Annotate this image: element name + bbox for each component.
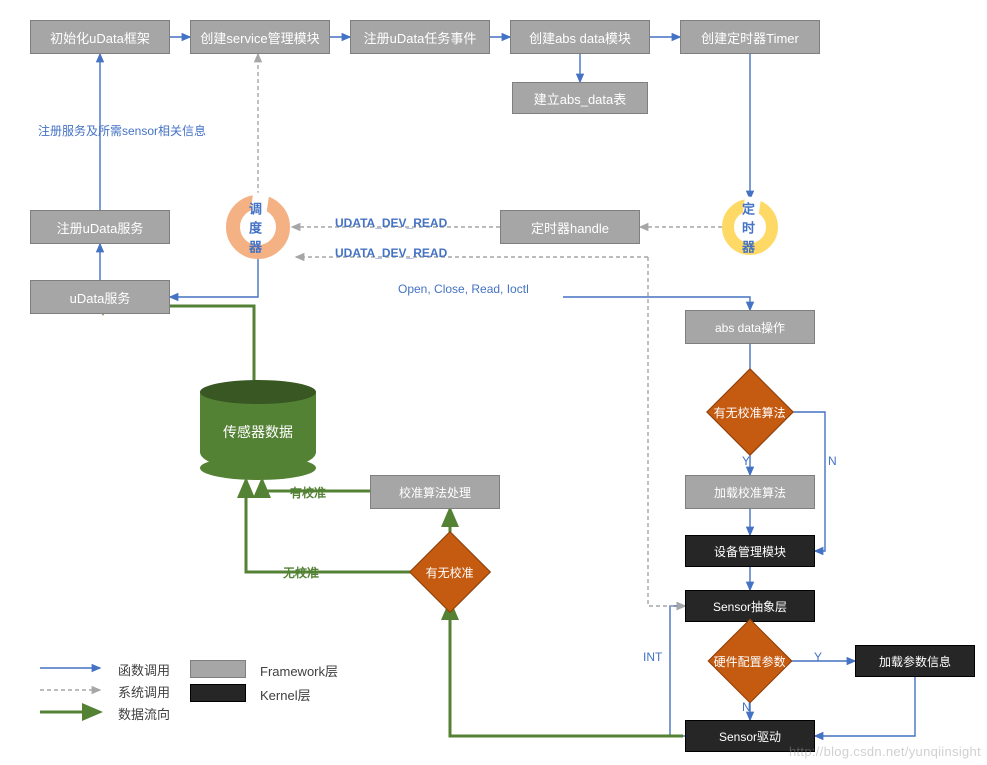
node-n_loadcalib: 加载校准算法 <box>685 475 815 509</box>
edge-label-el_regsensor: 注册服务及所需sensor相关信息 <box>38 122 206 139</box>
edge-label-el_devread1: UDATA_DEV_READ <box>335 216 447 230</box>
node-n_svcmgr: 创建service管理模块 <box>190 20 330 54</box>
legend-swatch-label-0: Framework层 <box>260 661 338 680</box>
node-n_task: 注册uData任务事件 <box>350 20 490 54</box>
node-n_reg_svc: 注册uData服务 <box>30 210 170 244</box>
edge-label-el_has: 有校准 <box>290 484 326 501</box>
node-n_udata_svc: uData服务 <box>30 280 170 314</box>
edge-label-el_N2: N <box>742 700 751 714</box>
node-n_absmod: 创建abs data模块 <box>510 20 650 54</box>
node-n_abs_table: 建立abs_data表 <box>512 82 648 114</box>
edge-label-el_devread2: UDATA_DEV_READ <box>335 246 447 260</box>
edge-label-el_Y2: Y <box>814 650 822 664</box>
ring-r_dispatch: 调度器 <box>226 195 290 259</box>
legend-green: 数据流向 <box>118 704 170 723</box>
node-n_calibproc: 校准算法处理 <box>370 475 500 509</box>
node-n_sensor_abs: Sensor抽象层 <box>685 590 815 622</box>
watermark: http://blog.csdn.net/yunqiinsight <box>789 744 981 759</box>
edge-label-el_INT: INT <box>643 650 662 664</box>
edge-label-el_N1: N <box>828 454 837 468</box>
ring-r_timer: 定时器 <box>722 199 778 255</box>
legend-blue: 函数调用 <box>118 660 170 679</box>
edge-label-el_nohas: 无校准 <box>283 564 319 581</box>
node-n_absop: abs data操作 <box>685 310 815 344</box>
legend-swatch-label-1: Kernel层 <box>260 685 311 704</box>
cylinder-sensor-data: 传感器数据 <box>200 380 316 480</box>
edge-label-el_Y1: Y <box>742 454 750 468</box>
node-n_timer: 创建定时器Timer <box>680 20 820 54</box>
node-n_devmgr: 设备管理模块 <box>685 535 815 567</box>
legend-swatch-0 <box>190 660 246 678</box>
node-n_init: 初始化uData框架 <box>30 20 170 54</box>
legend-gray: 系统调用 <box>118 682 170 701</box>
node-n_th: 定时器handle <box>500 210 640 244</box>
edge-label-el_ocri: Open, Close, Read, Ioctl <box>398 282 529 296</box>
node-n_loadparam: 加载参数信息 <box>855 645 975 677</box>
legend-swatch-1 <box>190 684 246 702</box>
